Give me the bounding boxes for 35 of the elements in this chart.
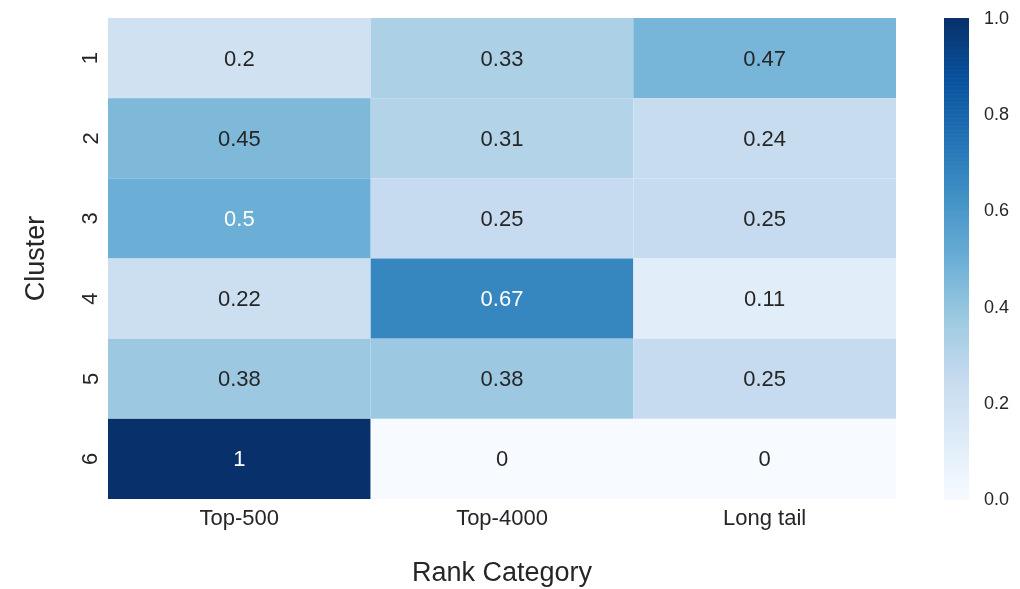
x-tick-label: Top-500 — [199, 505, 280, 530]
data-label: 0.25 — [480, 205, 524, 231]
data-label: 0.11 — [744, 286, 786, 312]
x-tick-label: Long tail — [723, 505, 807, 530]
data-label: 0.31 — [480, 125, 524, 151]
color-bar-label: 0.2 — [984, 392, 1010, 413]
data-label: 0.2 — [224, 45, 255, 71]
color-bar-label: 0.0 — [984, 489, 1010, 509]
y-tick-label: 3 — [77, 212, 103, 225]
data-label: 0.22 — [217, 286, 261, 312]
data-label: 0.38 — [480, 366, 524, 392]
data-label: 1 — [233, 446, 246, 472]
data-label: 0.25 — [743, 366, 787, 392]
data-label: 0.38 — [217, 366, 261, 392]
x-axis-title: Rank Category — [411, 557, 593, 587]
y-axis-title: Cluster — [20, 215, 50, 302]
color-bar-label: 1.0 — [984, 8, 1010, 28]
data-label: 0 — [495, 446, 509, 472]
data-label: 0.45 — [217, 125, 261, 151]
data-label: 0.67 — [480, 286, 524, 312]
y-tick-label: 2 — [77, 132, 103, 145]
data-label: 0.5 — [224, 205, 255, 231]
y-tick-label: 4 — [77, 292, 103, 305]
color-bar-label: 0.8 — [984, 104, 1010, 125]
data-label: 0.47 — [743, 45, 787, 71]
data-label: 0.25 — [743, 205, 787, 231]
color-bar-label: 0.4 — [984, 296, 1010, 317]
y-tick-label: 1 — [77, 51, 103, 65]
data-label: 0.33 — [480, 45, 524, 71]
y-tick-label: 5 — [77, 372, 103, 385]
data-label: 0 — [758, 446, 771, 472]
y-tick-label: 6 — [77, 452, 103, 466]
data-label: 0.24 — [743, 125, 787, 151]
x-tick-label: Top-4000 — [456, 505, 548, 530]
color-bar-label: 0.6 — [984, 200, 1010, 221]
